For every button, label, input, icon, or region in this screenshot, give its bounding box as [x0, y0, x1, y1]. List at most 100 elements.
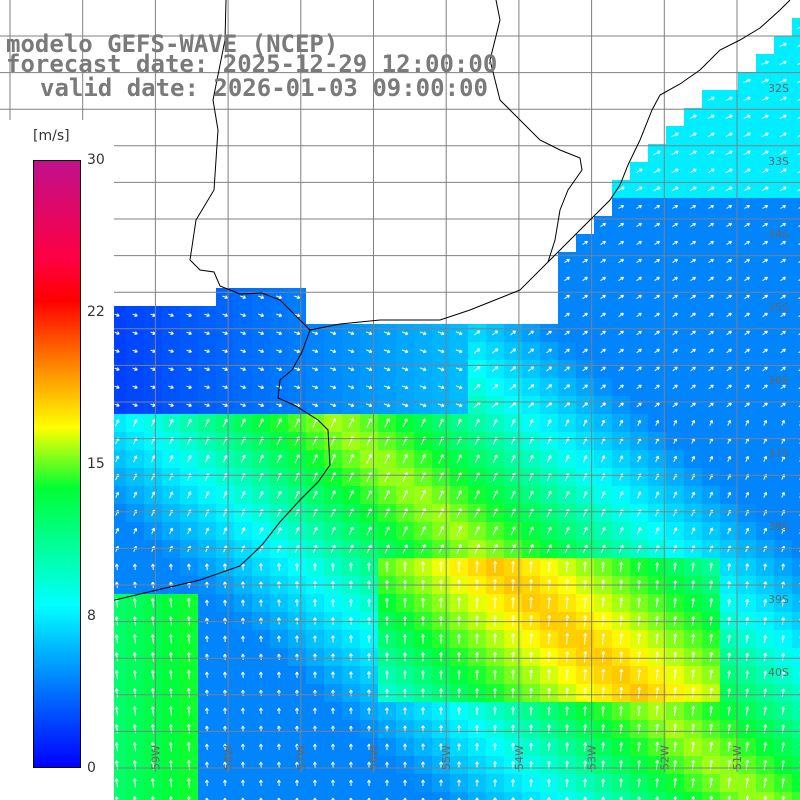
wind-arrow: [798, 315, 800, 318]
wind-arrow: [708, 222, 715, 228]
wind-arrow: [709, 633, 714, 644]
wind-arrow: [258, 653, 263, 661]
wind-arrow: [438, 490, 444, 500]
wind-arrow: [366, 707, 371, 715]
wind-speed-cell: [792, 306, 800, 324]
wind-arrow: [637, 742, 642, 752]
wind-arrow: [546, 330, 552, 336]
wind-arrow: [366, 418, 372, 428]
wind-arrow: [439, 707, 444, 715]
wind-arrow: [151, 491, 156, 499]
wind-arrow: [582, 455, 588, 463]
wind-arrow: [797, 80, 800, 83]
wind-arrow: [762, 205, 769, 209]
wind-arrow: [204, 617, 209, 625]
wind-arrow: [312, 385, 319, 390]
wind-speed-cell: [414, 792, 432, 800]
wind-arrow: [707, 132, 715, 138]
wind-arrow: [222, 331, 228, 335]
wind-arrow: [726, 222, 733, 228]
wind-arrow: [727, 527, 732, 535]
wind-arrow: [491, 384, 499, 390]
wind-arrow: [547, 669, 552, 681]
wind-arrow: [636, 312, 642, 318]
wind-arrow: [565, 669, 570, 681]
wind-arrow: [240, 743, 245, 751]
wind-arrow: [763, 670, 768, 680]
wind-arrow: [546, 419, 552, 427]
wind-arrow: [186, 724, 191, 734]
wind-arrow: [529, 669, 534, 681]
wind-arrow: [583, 561, 588, 573]
wind-arrow: [222, 743, 227, 751]
wind-arrow: [726, 384, 732, 390]
wind-arrow: [276, 761, 281, 769]
wind-arrow: [438, 525, 444, 536]
wind-speed-cell: [792, 486, 800, 504]
wind-arrow: [708, 240, 714, 246]
wind-arrow: [601, 633, 606, 645]
wind-arrow: [509, 402, 517, 408]
wind-arrow: [600, 384, 606, 390]
wind-arrow: [348, 526, 354, 536]
wind-arrow: [727, 419, 732, 426]
wind-arrow: [384, 634, 389, 644]
wind-arrow: [455, 403, 463, 408]
wind-arrow: [529, 742, 534, 752]
wind-arrow: [600, 402, 606, 408]
wind-arrow: [204, 403, 210, 407]
wind-arrow: [527, 384, 535, 390]
wind-arrow: [421, 797, 425, 800]
wind-speed-cell: [306, 792, 324, 800]
wind-arrow: [655, 651, 660, 663]
wind-arrow: [564, 330, 570, 336]
wind-arrow: [330, 761, 335, 769]
wind-arrow: [384, 526, 390, 536]
wind-arrow: [655, 687, 660, 699]
wind-arrow: [330, 544, 336, 554]
wind-arrow: [655, 741, 660, 752]
wind-arrow: [637, 455, 642, 463]
wind-arrow: [582, 526, 588, 536]
wind-arrow: [205, 797, 209, 800]
wind-arrow: [673, 687, 678, 699]
wind-arrow: [762, 348, 768, 354]
wind-arrow: [727, 706, 732, 716]
wind-arrow: [457, 670, 462, 680]
wind-arrow: [186, 652, 191, 662]
wind-arrow: [347, 367, 355, 372]
wind-arrow: [294, 367, 301, 372]
wind-arrow: [745, 706, 750, 716]
wind-arrow: [383, 367, 391, 372]
wind-arrow: [439, 615, 444, 626]
wind-arrow: [132, 563, 137, 571]
wind-arrow: [672, 294, 678, 300]
wind-arrow: [689, 132, 697, 138]
wind-arrow: [204, 599, 209, 607]
wind-arrow: [114, 742, 119, 752]
wind-arrow: [708, 258, 714, 264]
wind-arrow: [457, 633, 462, 644]
wind-arrow: [204, 779, 209, 787]
wind-arrow: [511, 779, 516, 787]
wind-arrow: [781, 724, 786, 734]
wind-arrow: [654, 276, 660, 282]
wind-arrow: [725, 114, 733, 120]
wind-arrow: [797, 116, 800, 120]
wind-speed-cell: [288, 792, 306, 800]
wind-arrow: [529, 778, 534, 787]
wind-speed-cell: [792, 270, 800, 288]
wind-arrow: [457, 688, 462, 698]
wind-arrow: [510, 454, 516, 464]
wind-speed-cell: [630, 792, 648, 800]
wind-arrow: [186, 670, 191, 680]
wind-arrow: [330, 779, 335, 787]
wind-arrow: [547, 778, 552, 787]
wind-arrow: [709, 723, 714, 734]
wind-arrow: [618, 312, 624, 318]
wind-arrow: [779, 96, 787, 102]
wind-arrow: [240, 761, 245, 769]
wind-arrow: [330, 671, 335, 679]
wind-arrow: [726, 240, 732, 246]
wind-arrow: [600, 222, 607, 228]
